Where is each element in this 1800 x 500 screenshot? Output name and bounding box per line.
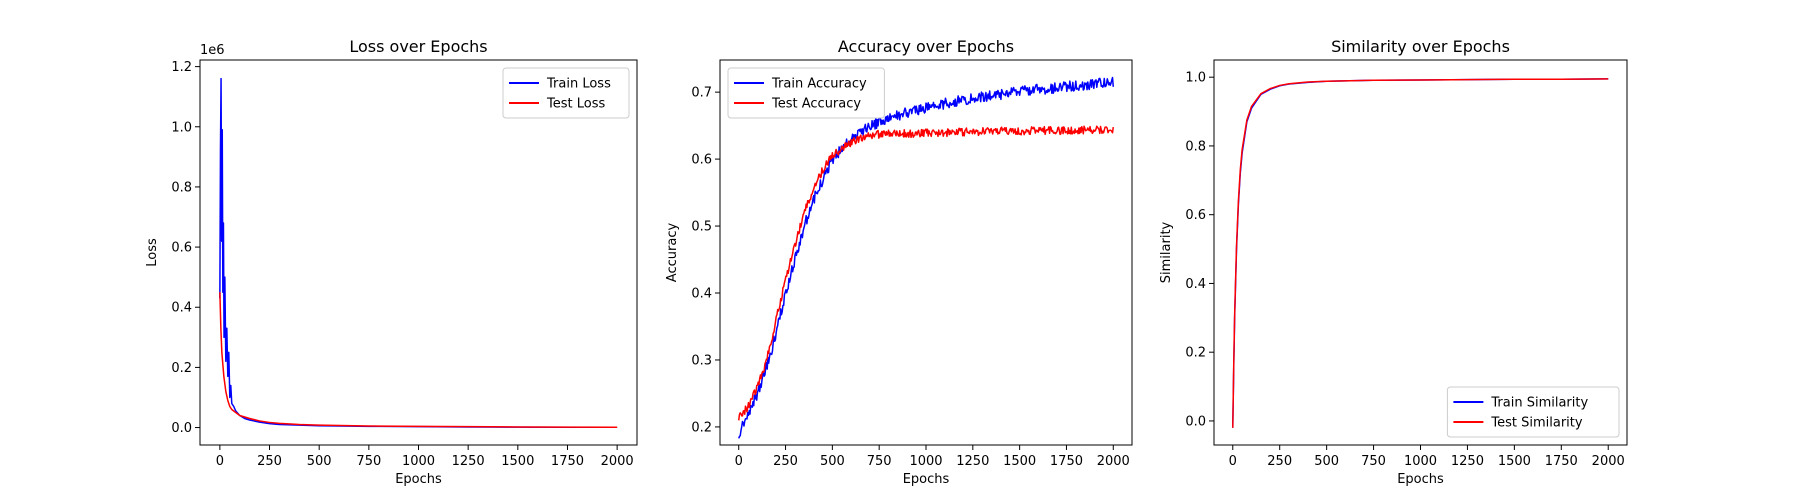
panel-1-xtick-label: 1000 xyxy=(402,454,435,469)
panel-3-legend-label-test-similarity: Test Similarity xyxy=(1490,416,1583,431)
panel-1-xtick-label: 500 xyxy=(307,454,332,469)
panel-1-line-test-loss xyxy=(219,292,618,428)
panel-2-ytick-label: 0.7 xyxy=(691,86,712,101)
panel-1-legend-box xyxy=(502,67,630,119)
panel-2-legend-label-test-accuracy: Test Accuracy xyxy=(771,97,861,112)
panel-3-xtick-label: 0 xyxy=(1229,454,1237,469)
panel-1-y-offset-text: 1e6 xyxy=(200,43,225,58)
panel-3-ylabel: Similarity xyxy=(1159,221,1174,283)
panel-3-xtick-label: 1250 xyxy=(1451,454,1484,469)
panel-2-legend-label-train-accuracy: Train Accuracy xyxy=(771,77,867,92)
panel-2-legend-box xyxy=(727,67,885,119)
panel-1-legend: Train Loss Test Loss xyxy=(502,67,630,119)
panel-2-xtick-label: 1250 xyxy=(956,454,989,469)
panel-1-ytick-label: 1.0 xyxy=(171,120,192,135)
panel-1-xtick-label: 1500 xyxy=(501,454,534,469)
panel-1: 0 250 500 750 1000 1250 1500 1750 2000 0.0 0.2 0.4 0… xyxy=(145,37,638,487)
panel-1-title: Loss over Epochs xyxy=(349,37,487,56)
panel-1-ytick-label: 0.2 xyxy=(171,361,192,376)
panel-3-line-test-similarity xyxy=(1232,78,1609,428)
panel-2-ytick-label: 0.2 xyxy=(691,420,712,435)
panel-3-legend-label-train-similarity: Train Similarity xyxy=(1490,396,1588,411)
panel-3-xtick-label: 2000 xyxy=(1592,454,1625,469)
panel-3-ytick-label: 0.0 xyxy=(1185,414,1206,429)
panel-1-xlabel: Epochs xyxy=(395,472,442,487)
panel-3-ytick-label: 0.4 xyxy=(1185,277,1206,292)
panel-2-series-group xyxy=(737,76,1115,439)
panel-2-xtick-label: 1750 xyxy=(1050,454,1083,469)
panel-2-ytick-label: 0.3 xyxy=(691,353,712,368)
panel-3-xtick-label: 1750 xyxy=(1545,454,1578,469)
panel-2-xtick-label: 2000 xyxy=(1097,454,1130,469)
panel-1-series-group xyxy=(219,77,618,428)
panel-3-title: Similarity over Epochs xyxy=(1331,37,1510,56)
panel-1-legend-label-test-loss: Test Loss xyxy=(546,97,605,112)
panel-3-xlabel: Epochs xyxy=(1397,472,1444,487)
panel-1-xtick-label: 1750 xyxy=(551,454,584,469)
panel-2-xtick-label: 750 xyxy=(867,454,892,469)
panel-3-ytick-label: 0.2 xyxy=(1185,346,1206,361)
panel-3-ytick-label: 0.6 xyxy=(1185,208,1206,223)
panel-2-line-test-accuracy xyxy=(737,125,1115,421)
panel-3-xtick-label: 750 xyxy=(1361,454,1386,469)
panel-3-xtick-label: 1000 xyxy=(1404,454,1437,469)
panel-2-xtick-label: 250 xyxy=(773,454,798,469)
panel-2-legend: Train Accuracy Test Accuracy xyxy=(727,67,885,119)
panel-3-xtick-label: 250 xyxy=(1267,454,1292,469)
panel-1-xtick-label: 750 xyxy=(356,454,381,469)
panel-2-xtick-label: 0 xyxy=(735,454,743,469)
panel-2-xtick-label: 1000 xyxy=(909,454,942,469)
panel-3: 0 250 500 750 1000 1250 1500 1750 2000 0.0 0.2 0.4 0… xyxy=(1159,37,1628,487)
panel-2-ytick-label: 0.4 xyxy=(691,287,712,302)
panel-1-ylabel: Loss xyxy=(145,238,160,267)
panel-3-series-group xyxy=(1232,78,1609,428)
panel-3-xtick-label: 1500 xyxy=(1498,454,1531,469)
panel-3-xtick-label: 500 xyxy=(1314,454,1339,469)
panel-1-ytick-label: 0.4 xyxy=(171,301,192,316)
panel-3-legend: Train Similarity Test Similarity xyxy=(1446,386,1620,438)
panel-1-ytick-label: 0.0 xyxy=(171,421,192,436)
panel-3-line-train-similarity xyxy=(1232,78,1609,428)
panel-2-xtick-label: 500 xyxy=(820,454,845,469)
panel-1-ytick-label: 0.8 xyxy=(171,180,192,195)
panel-3-ytick-label: 0.8 xyxy=(1185,139,1206,154)
panel-1-ytick-label: 1.2 xyxy=(171,60,192,75)
panel-3-legend-box xyxy=(1446,386,1620,438)
panel-2-ytick-label: 0.5 xyxy=(691,220,712,235)
panel-2-title: Accuracy over Epochs xyxy=(838,37,1014,56)
panel-1-ytick-label: 0.6 xyxy=(171,241,192,256)
panel-2-ytick-label: 0.6 xyxy=(691,153,712,168)
panel-3-ytick-label: 1.0 xyxy=(1185,71,1206,86)
panel-1-legend-label-train-loss: Train Loss xyxy=(546,77,611,92)
panel-1-line-train-loss xyxy=(219,77,618,428)
panel-2-ylabel: Accuracy xyxy=(665,223,680,283)
panel-1-xtick-label: 1250 xyxy=(452,454,485,469)
panel-1-xtick-label: 250 xyxy=(257,454,282,469)
panel-2-line-train-accuracy xyxy=(738,76,1115,439)
panel-1-xtick-label: 0 xyxy=(216,454,224,469)
panel-2: 0 250 500 750 1000 1250 1500 1750 2000 0.2 0.3 0.4 0… xyxy=(665,37,1133,487)
panel-1-xtick-label: 2000 xyxy=(601,454,634,469)
panel-2-xtick-label: 1500 xyxy=(1003,454,1036,469)
panel-2-xlabel: Epochs xyxy=(903,472,950,487)
